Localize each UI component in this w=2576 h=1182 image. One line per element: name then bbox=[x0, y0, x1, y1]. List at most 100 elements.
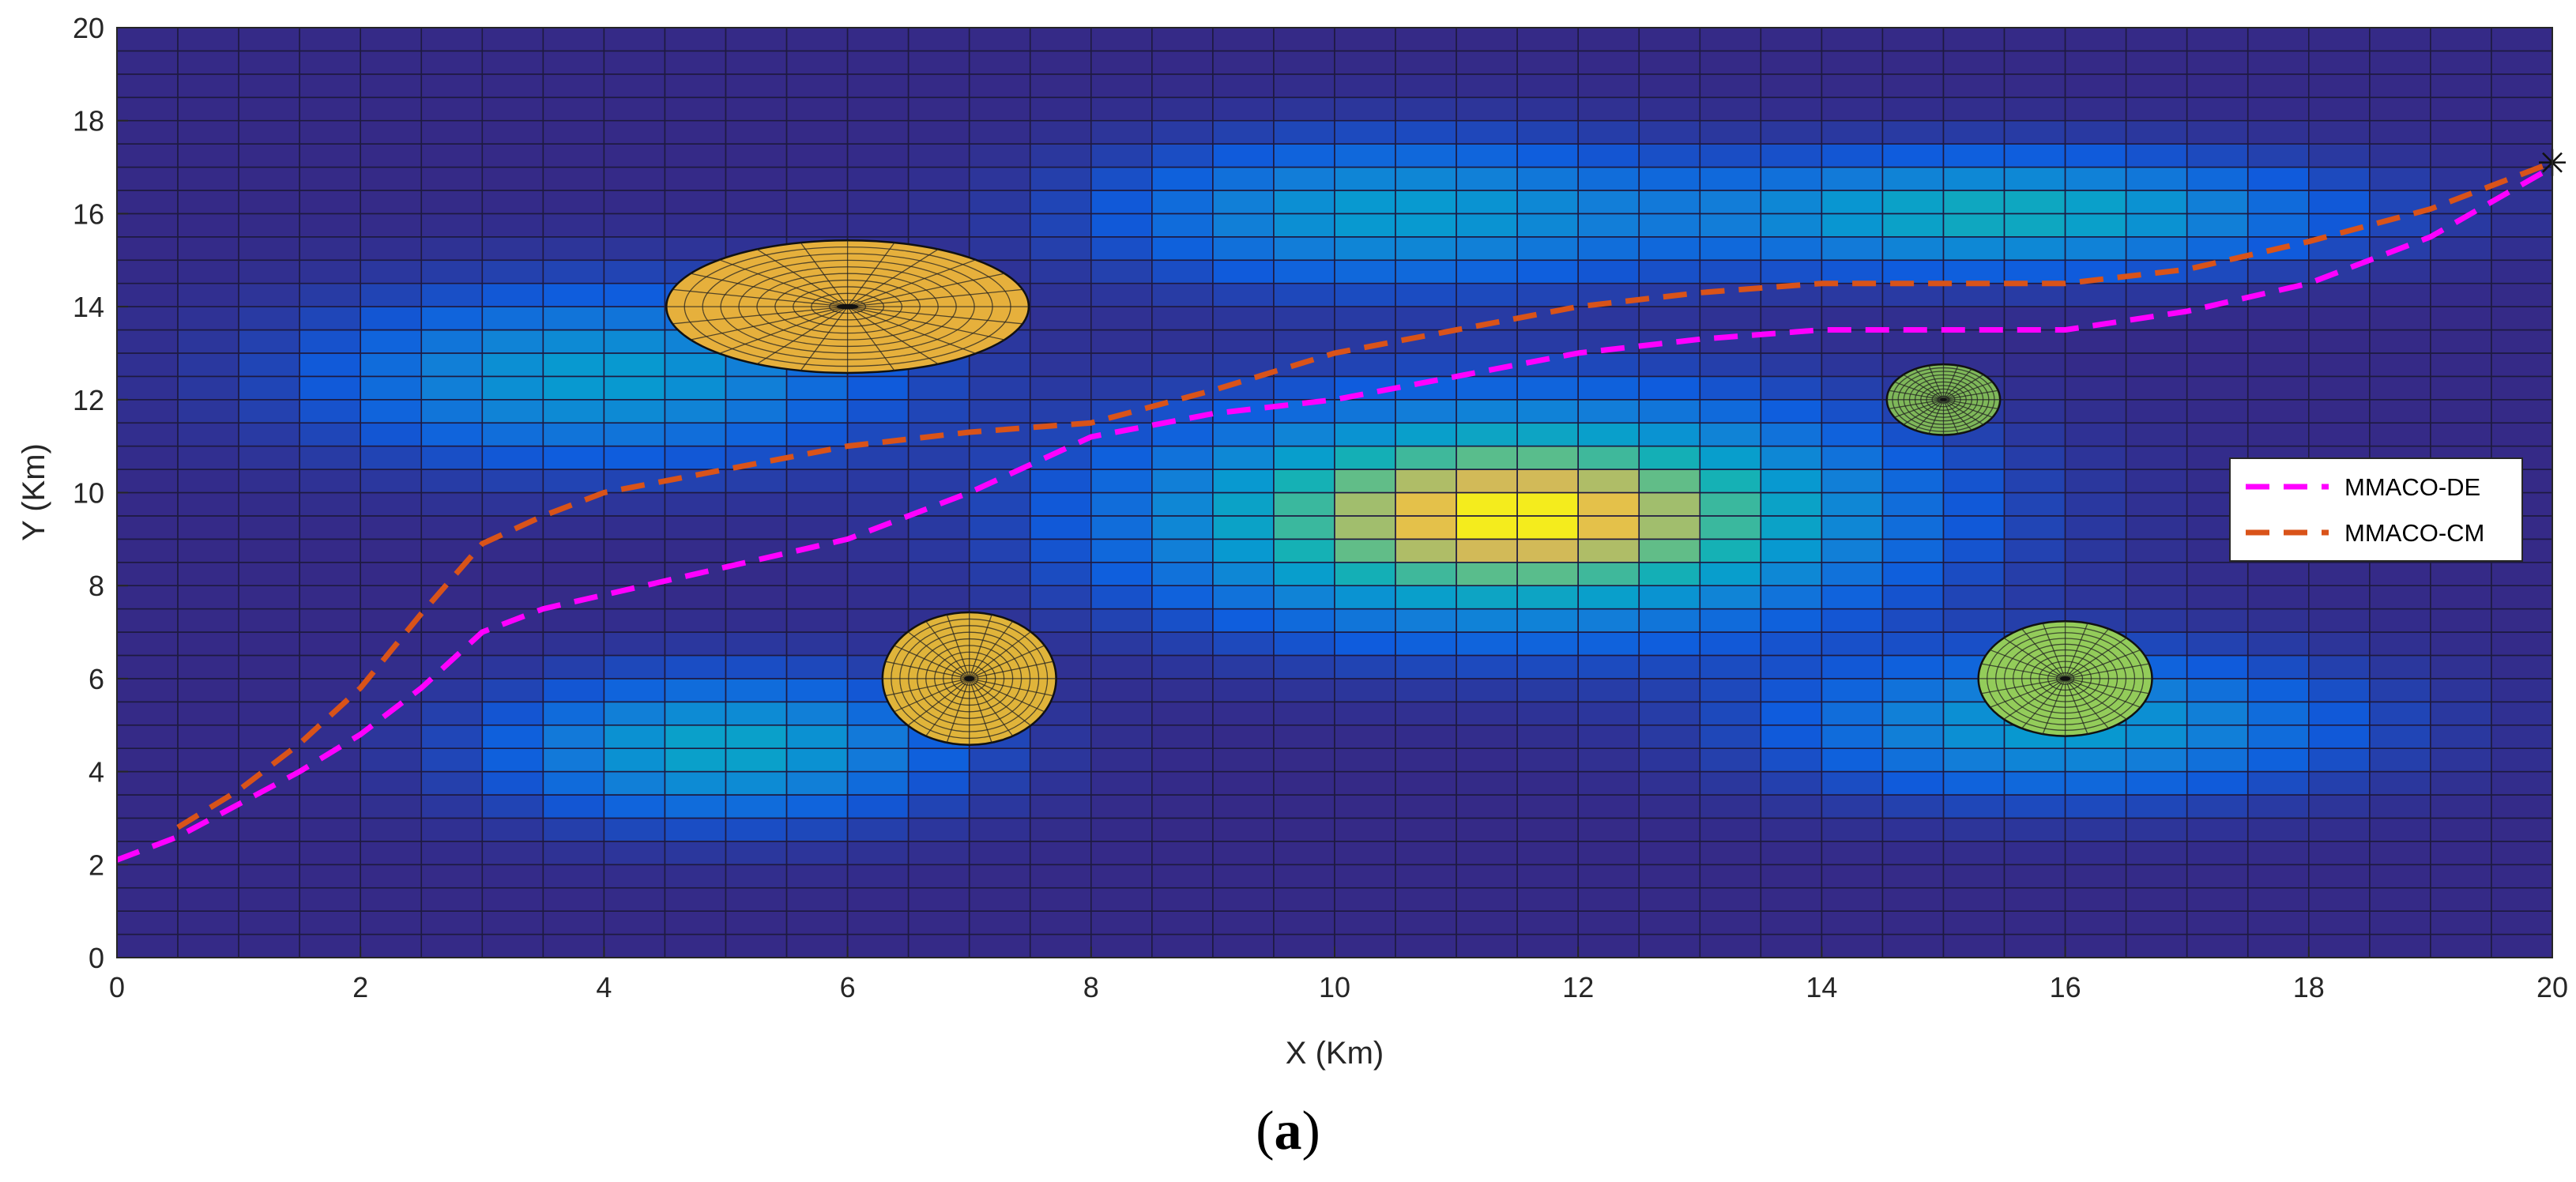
heatmap-cell bbox=[1516, 585, 1580, 610]
heatmap-cell bbox=[2491, 910, 2552, 935]
heatmap-cell bbox=[2430, 770, 2492, 796]
heatmap-cell bbox=[1090, 190, 1153, 215]
heatmap-cell bbox=[117, 561, 179, 587]
heatmap-cell bbox=[2308, 28, 2371, 52]
heatmap-cell bbox=[725, 864, 788, 889]
heatmap-cell bbox=[1151, 50, 1214, 75]
heatmap-cell bbox=[117, 119, 179, 145]
heatmap-cell bbox=[2246, 561, 2310, 587]
heatmap-cell bbox=[360, 306, 423, 331]
heatmap-cell bbox=[2430, 701, 2492, 726]
heatmap-cell bbox=[238, 841, 300, 866]
heatmap-cell bbox=[785, 794, 849, 819]
heatmap-cell bbox=[1334, 886, 1396, 912]
heatmap-cell bbox=[1516, 794, 1580, 819]
threat-4-mesh-spoke bbox=[1990, 678, 2066, 708]
heatmap-cell bbox=[177, 236, 239, 262]
heatmap-cell bbox=[846, 491, 910, 517]
heatmap-cell bbox=[2308, 119, 2371, 145]
heatmap-cell bbox=[1638, 817, 1701, 842]
heatmap-cell bbox=[1395, 701, 1457, 726]
threat-3-mesh-spoke bbox=[1903, 374, 1944, 401]
heatmap-cell bbox=[1273, 50, 1335, 75]
heatmap-cell bbox=[542, 631, 605, 657]
heatmap-cell bbox=[1334, 747, 1396, 773]
heatmap-cell bbox=[725, 50, 788, 75]
heatmap-cell bbox=[2125, 585, 2188, 610]
heatmap-cell bbox=[1942, 445, 2005, 470]
heatmap-cell bbox=[1881, 469, 1945, 494]
heatmap-cell bbox=[1760, 933, 1823, 958]
heatmap-cell bbox=[846, 724, 910, 749]
heatmap-cell bbox=[2064, 864, 2127, 889]
heatmap-cell bbox=[1760, 747, 1823, 773]
heatmap-cell bbox=[785, 190, 849, 215]
heatmap-cell bbox=[1395, 515, 1457, 540]
heatmap-cell bbox=[1273, 491, 1335, 517]
heatmap-cell bbox=[664, 910, 727, 935]
heatmap-cell bbox=[299, 73, 361, 99]
heatmap-cell bbox=[603, 73, 666, 99]
heatmap-cell bbox=[968, 747, 1031, 773]
heatmap-cell bbox=[360, 910, 423, 935]
heatmap-cell bbox=[1151, 445, 1214, 470]
heatmap-cell bbox=[725, 678, 788, 703]
heatmap-cell bbox=[1942, 933, 2005, 958]
heatmap-cell bbox=[299, 282, 361, 307]
heatmap-cell bbox=[1334, 794, 1396, 819]
heatmap-cell bbox=[2430, 352, 2492, 378]
heatmap-cell bbox=[481, 50, 544, 75]
heatmap-cell bbox=[299, 50, 361, 75]
heatmap-cell bbox=[1516, 96, 1580, 122]
heatmap-cell bbox=[420, 352, 484, 378]
heatmap-cell bbox=[2430, 864, 2492, 889]
heatmap-cell bbox=[1821, 864, 1884, 889]
heatmap-cell bbox=[2186, 608, 2249, 633]
heatmap-cell bbox=[117, 794, 179, 819]
heatmap-cell bbox=[299, 306, 361, 331]
heatmap-cell bbox=[1821, 259, 1884, 284]
heatmap-cell bbox=[1334, 96, 1396, 122]
heatmap-cell bbox=[907, 770, 970, 796]
heatmap-cell bbox=[1577, 50, 1640, 75]
heatmap-cell bbox=[1760, 422, 1823, 447]
heatmap-cell bbox=[2125, 375, 2188, 401]
heatmap-cell bbox=[2186, 190, 2249, 215]
heatmap-cell bbox=[1638, 747, 1701, 773]
heatmap-cell bbox=[360, 933, 423, 958]
heatmap-cell bbox=[117, 678, 179, 703]
heatmap-cell bbox=[2369, 678, 2431, 703]
heatmap-cell bbox=[1273, 143, 1335, 168]
heatmap-cell bbox=[664, 724, 727, 749]
threat-3-mesh-spoke bbox=[1942, 399, 1959, 435]
heatmap-cell bbox=[2064, 166, 2127, 191]
heatmap-cell bbox=[968, 398, 1031, 424]
heatmap-cell bbox=[360, 143, 423, 168]
heatmap-cell bbox=[1942, 817, 2005, 842]
heatmap-cell bbox=[1090, 701, 1153, 726]
heatmap-cell bbox=[2003, 422, 2066, 447]
heatmap-cell bbox=[481, 538, 544, 563]
heatmap-cell bbox=[238, 794, 300, 819]
heatmap-cell bbox=[968, 910, 1031, 935]
heatmap-cell bbox=[1881, 259, 1945, 284]
heatmap-cell bbox=[1456, 329, 1518, 354]
heatmap-cell bbox=[603, 143, 666, 168]
heatmap-cell bbox=[846, 886, 910, 912]
heatmap-cell bbox=[846, 910, 910, 935]
heatmap-cell bbox=[117, 213, 179, 238]
heatmap-cell bbox=[299, 608, 361, 633]
threat-3-mesh-spoke bbox=[1889, 399, 1944, 410]
heatmap-cell bbox=[1151, 259, 1214, 284]
heatmap-cell bbox=[603, 50, 666, 75]
heatmap-cell bbox=[2125, 770, 2188, 796]
heatmap-cell bbox=[2491, 724, 2552, 749]
threat-4-mesh-spoke bbox=[2065, 678, 2141, 708]
heatmap-cell bbox=[420, 259, 484, 284]
heatmap-cell bbox=[299, 864, 361, 889]
heatmap-cell bbox=[542, 28, 605, 52]
heatmap-cell bbox=[420, 724, 484, 749]
threat-1-mesh-spoke bbox=[847, 306, 895, 371]
heatmap-cell bbox=[664, 50, 727, 75]
heatmap-cell bbox=[2491, 886, 2552, 912]
